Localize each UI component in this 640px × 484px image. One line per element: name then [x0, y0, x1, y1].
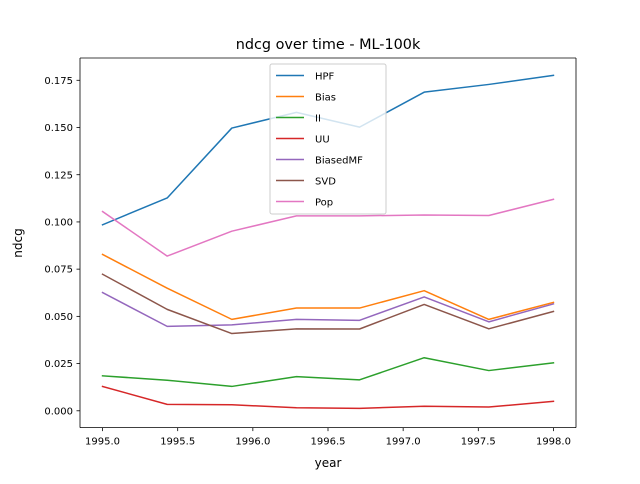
- series-line-ii: [101, 356, 555, 388]
- y-tick-label: 0.125: [44, 170, 73, 181]
- series-line-biasedmf: [101, 291, 555, 328]
- x-tick-label: 1996.0: [235, 437, 270, 448]
- legend-label-ii: II: [315, 113, 321, 124]
- y-tick-label: 0.175: [44, 76, 73, 87]
- y-tick-label: 0.050: [44, 312, 73, 323]
- x-axis-label: year: [315, 456, 342, 470]
- x-axis-ticks: 1995.0 1995.5 1996.0 1996.5 1997.0 1997.5 1998…: [85, 427, 571, 448]
- legend-label-uu: UU: [315, 134, 330, 145]
- x-tick-label: 1996.5: [311, 437, 346, 448]
- legend-label-biasedmf: BiasedMF: [315, 155, 363, 166]
- series-line-svd: [101, 273, 555, 335]
- x-tick-label: 1997.5: [461, 437, 496, 448]
- y-axis-ticks: 0.000 0.025 0.050 0.075 0.100 0.125 0.150 0.175: [44, 76, 80, 417]
- legend-label-bias: Bias: [315, 92, 336, 103]
- series-line-uu: [101, 385, 555, 410]
- series-line-pop: [101, 198, 555, 257]
- series-line-bias: [101, 253, 555, 321]
- y-tick-label: 0.025: [44, 359, 73, 370]
- y-tick-label: 0.000: [44, 406, 73, 417]
- legend-label-hpf: HPF: [315, 71, 335, 82]
- y-tick-label: 0.075: [44, 265, 73, 276]
- chart-title: ndcg over time - ML-100k: [236, 37, 421, 53]
- x-tick-label: 1998.0: [536, 437, 571, 448]
- x-tick-label: 1997.0: [386, 437, 421, 448]
- y-tick-label: 0.100: [44, 218, 73, 229]
- legend-frame: [269, 63, 387, 215]
- x-tick-label: 1995.0: [85, 437, 120, 448]
- legend-label-pop: Pop: [315, 197, 333, 208]
- x-tick-label: 1995.5: [160, 437, 195, 448]
- y-tick-label: 0.150: [44, 123, 73, 134]
- y-axis-label: ndcg: [11, 228, 25, 257]
- legend: HPF Bias II UU BiasedMF SVD Pop: [269, 63, 387, 215]
- legend-label-svd: SVD: [315, 176, 336, 187]
